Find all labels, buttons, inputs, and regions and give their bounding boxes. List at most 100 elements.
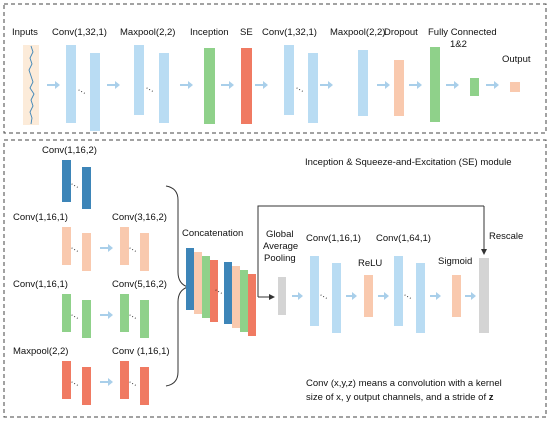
ellipsis-icon: ··· — [76, 85, 89, 98]
output-block — [510, 82, 520, 92]
inception-block — [204, 48, 215, 124]
input-signal-waveform — [28, 45, 35, 125]
right-arrow-icon — [346, 292, 357, 300]
ellipsis-icon: ··· — [127, 377, 140, 390]
branch3-map-4 — [140, 300, 149, 338]
ellipsis-icon: ··· — [69, 179, 82, 192]
output-label: Output — [502, 54, 531, 65]
branch3-conv-b-label: Conv(5,16,2) — [112, 279, 167, 290]
ellipsis-icon: ··· — [213, 285, 226, 298]
gap-label-line3: Pooling — [264, 253, 296, 264]
maxpool1-map-1 — [134, 45, 144, 115]
maxpool1-label: Maxpool(2,2) — [120, 27, 175, 38]
branch2-map-2 — [82, 233, 91, 271]
fc-label-line2: 1&2 — [450, 39, 467, 50]
ellipsis-icon: ··· — [127, 310, 140, 323]
top-arrows — [47, 81, 499, 89]
right-arrow-icon — [409, 81, 422, 89]
gap-label-line2: Average — [263, 241, 298, 252]
branch4-conv-label: Conv (1,16,1) — [112, 346, 170, 357]
right-arrow-icon — [377, 81, 390, 89]
fc-label-line1: Fully Connected — [428, 27, 497, 38]
fc1-block — [430, 47, 440, 122]
rescale-block — [479, 258, 489, 333]
relu-label: ReLU — [358, 258, 382, 269]
right-arrow-icon — [486, 81, 499, 89]
ellipsis-icon: ··· — [318, 290, 331, 303]
right-arrow-icon — [47, 81, 60, 89]
sigmoid-label: Sigmoid — [438, 256, 472, 267]
branch3-map-1 — [62, 294, 71, 332]
right-arrow-icon — [378, 292, 389, 300]
right-arrow-icon — [221, 81, 234, 89]
conv1-map-2 — [90, 53, 100, 131]
branch1-map-2 — [82, 167, 91, 209]
right-arrow-icon — [446, 81, 459, 89]
conv1-map-1 — [66, 45, 76, 123]
right-arrow-icon — [430, 292, 441, 300]
right-arrow-icon — [100, 311, 113, 319]
se-block — [241, 48, 252, 124]
maxpool1-map-2 — [159, 53, 169, 123]
note-line-1: Conv (x,y,z) means a convolution with a … — [306, 378, 502, 389]
sigmoid-block — [452, 275, 461, 317]
rescale-label: Rescale — [489, 231, 523, 242]
ellipsis-icon: ··· — [69, 310, 82, 323]
fc2-block — [470, 78, 479, 96]
gap-block — [278, 277, 286, 315]
bottom-panel-border — [3, 139, 547, 418]
right-arrow-icon — [100, 378, 113, 386]
se-conv-a-map-1 — [310, 256, 319, 326]
branch4-map-4 — [140, 367, 149, 405]
note-line-2: size of x, y output channels, and a stri… — [306, 392, 494, 403]
ellipsis-icon: ··· — [127, 243, 140, 256]
branch2-map-1 — [62, 227, 71, 265]
se-conv-b-map-1 — [394, 256, 403, 326]
branch2-map-4 — [140, 233, 149, 271]
right-arrow-icon — [180, 81, 193, 89]
concat-stack-1 — [186, 248, 218, 322]
branch4-map-1 — [62, 361, 71, 399]
inception-label: Inception — [190, 27, 229, 38]
branch3-conv-a-label: Conv(1,16,1) — [13, 279, 68, 290]
maxpool2-label: Maxpool(2,2) — [330, 27, 385, 38]
branch2-conv-b-label: Conv(3,16,2) — [112, 212, 167, 223]
gap-label-line1: Global — [266, 229, 293, 240]
branch2-map-3 — [120, 227, 129, 265]
se-conv-a-label: Conv(1,16,1) — [306, 233, 361, 244]
branch1-map-1 — [62, 160, 71, 202]
note-line-2-prefix: size of x, y output channels, and a stri… — [306, 392, 489, 403]
right-arrow-icon — [465, 292, 476, 300]
concat-stack-2 — [224, 262, 256, 336]
module-title: Inception & Squeeze-and-Excitation (SE) … — [305, 157, 511, 168]
conv2-map-2 — [308, 53, 318, 123]
branch4-map-3 — [120, 361, 129, 399]
right-arrow-icon — [292, 292, 303, 300]
conv2-map-1 — [284, 45, 294, 115]
note-line-2-z: z — [489, 392, 494, 403]
right-arrow-icon — [255, 81, 268, 89]
se-conv-a-map-2 — [332, 263, 341, 333]
conv2-label: Conv(1,32,1) — [262, 27, 317, 38]
se-label: SE — [240, 27, 253, 38]
maxpool2-map — [358, 50, 368, 116]
ellipsis-icon: ··· — [69, 243, 82, 256]
concatenation-label: Concatenation — [182, 228, 243, 239]
branch3-map-2 — [82, 300, 91, 338]
right-arrow-icon — [107, 81, 120, 89]
dropout-label: Dropout — [384, 27, 418, 38]
ellipsis-icon: ··· — [294, 83, 307, 96]
conv1-label: Conv(1,32,1) — [52, 27, 107, 38]
right-arrow-icon — [320, 81, 333, 89]
ellipsis-icon: ··· — [69, 377, 82, 390]
branch4-pool-label: Maxpool(2,2) — [13, 346, 68, 357]
top-panel-border — [3, 3, 547, 134]
skip-connection-line — [257, 205, 484, 297]
ellipsis-icon: ··· — [144, 83, 157, 96]
inputs-label: Inputs — [12, 27, 38, 38]
se-conv-b-map-2 — [416, 263, 425, 333]
branch2-conv-a-label: Conv(1,16,1) — [13, 212, 68, 223]
branch4-map-2 — [82, 367, 91, 405]
